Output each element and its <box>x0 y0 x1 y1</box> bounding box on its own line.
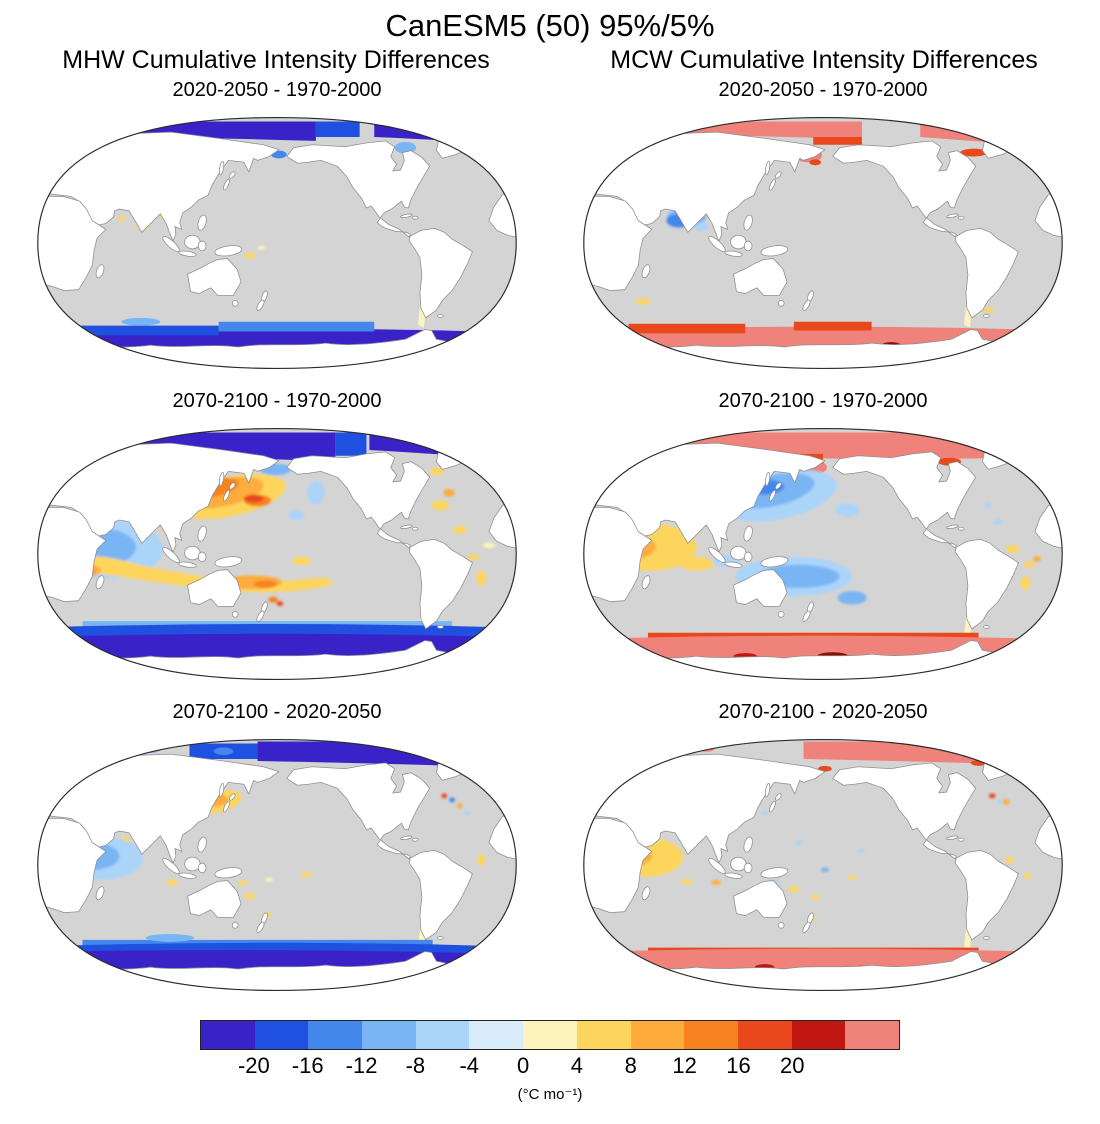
colorbar-tick-label: -16 <box>291 1053 324 1078</box>
panel-title: 2070-2100 - 1970-2000 <box>172 390 382 412</box>
map-mhw-2070-1970 <box>37 427 517 681</box>
colorbar-tick-label: -8 <box>405 1053 426 1078</box>
colorbar-tick-label: -4 <box>459 1053 479 1078</box>
colorbar-tick-label: 16 <box>726 1053 751 1078</box>
panel-title: 2020-2050 - 1970-2000 <box>172 79 382 101</box>
colorbar-ticks: -20 -16 -12 -8 -4 0 4 8 12 16 20 <box>200 1053 900 1083</box>
colorbar-tick-label: -12 <box>345 1053 378 1078</box>
colorbar-tick-label: 8 <box>624 1053 637 1078</box>
colorbar-tick-label: 4 <box>570 1053 584 1078</box>
panel-mcw-2070-2020: 2070-2100 - 2020-2050 <box>553 699 1093 1006</box>
panel-title: 2070-2100 - 2020-2050 <box>718 701 928 723</box>
map-mhw-2020-2050 <box>37 116 517 370</box>
panel-mcw-2020-2050: 2020-2050 - 1970-2000 <box>553 77 1093 384</box>
panel-title: 2020-2050 - 1970-2000 <box>718 79 928 101</box>
panel-mhw-2070-1970: 2070-2100 - 1970-2000 <box>7 388 547 695</box>
map-mhw-2070-2020 <box>37 738 517 992</box>
figure-title: CanESM5 (50) 95%/5% <box>385 8 715 43</box>
map-mcw-2020-2050 <box>583 116 1063 370</box>
colorbar-tick-label: 0 <box>516 1053 530 1078</box>
colorbar-bar <box>200 1020 900 1050</box>
column-header-mhw: MHW Cumulative Intensity Differences <box>62 46 490 74</box>
column-headers: MHW Cumulative Intensity Differences MCW… <box>0 46 1100 75</box>
panel-mhw-2070-2020: 2070-2100 - 2020-2050 <box>7 699 547 1006</box>
colorbar-tick-label: -20 <box>237 1053 270 1078</box>
map-mcw-2070-2020 <box>583 738 1063 992</box>
colorbar: -20 -16 -12 -8 -4 0 4 8 12 16 20 (°C mo⁻¹) <box>200 1020 900 1103</box>
colorbar-tick-label: 20 <box>780 1053 805 1078</box>
panel-title: 2070-2100 - 1970-2000 <box>718 390 928 412</box>
map-grid: 2020-2050 - 1970-2000 <box>0 77 1100 1006</box>
panel-mhw-2020-2050: 2020-2050 - 1970-2000 <box>7 77 547 384</box>
panel-title: 2070-2100 - 2020-2050 <box>172 701 382 723</box>
column-header-mcw: MCW Cumulative Intensity Differences <box>610 46 1038 74</box>
colorbar-tick-label: 12 <box>672 1053 697 1078</box>
colorbar-unit-label: (°C mo⁻¹) <box>517 1086 583 1103</box>
panel-mcw-2070-1970: 2070-2100 - 1970-2000 <box>553 388 1093 695</box>
map-mcw-2070-1970 <box>583 427 1063 681</box>
